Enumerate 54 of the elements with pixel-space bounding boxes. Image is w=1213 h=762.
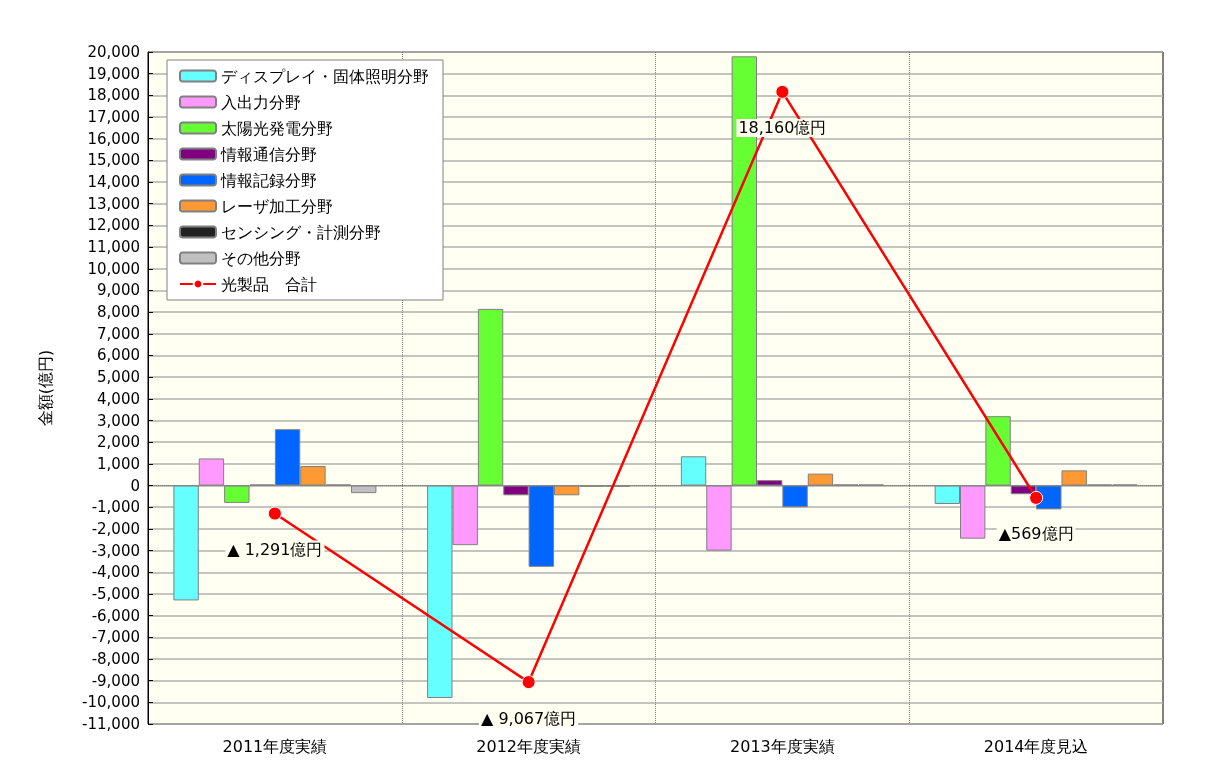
y-tick-label: 9,000 [97,281,140,300]
x-tick-label: 2011年度実績 [222,736,328,756]
y-tick-label: -9,000 [91,671,140,690]
legend-label: ディスプレイ・固体照明分野 [221,66,429,86]
y-tick-label: -5,000 [91,584,140,603]
y-tick-label: 19,000 [87,64,140,83]
y-tick-label: 1,000 [97,454,140,473]
y-tick-label: -3,000 [91,541,140,560]
y-tick-label: 5,000 [97,368,140,387]
y-axis-title: 金額(億円) [35,349,55,427]
annotation: ▲569億円 [998,524,1074,544]
legend-label: 入出力分野 [221,92,301,112]
y-tick-label: -7,000 [91,628,140,647]
y-tick-label: 14,000 [87,173,140,192]
y-tick-label: -4,000 [91,563,140,582]
y-tick-label: 11,000 [87,238,140,257]
y-tick-label: 16,000 [87,129,140,148]
y-tick-label: 8,000 [97,303,140,322]
y-tick-label: 20,000 [87,43,140,61]
y-tick-label: -6,000 [91,606,140,625]
annotation: 18,160億円 [738,118,827,138]
annotation: ▲ 1,291億円 [227,540,323,560]
legend-label: 情報通信分野 [220,144,317,164]
point [775,84,790,99]
point [267,506,282,521]
y-tick-label: 4,000 [97,389,140,408]
legend-label: 光製品 合計 [221,274,317,294]
legend-label: 情報記録分野 [220,170,317,190]
point [1029,490,1044,505]
x-tick-label: 2014年度見込 [983,736,1089,756]
y-tick-label: 12,000 [87,216,140,235]
y-tick-label: 0 [130,476,140,495]
y-tick-label: -2,000 [91,519,140,538]
x-tick-label: 2013年度実績 [730,736,835,756]
annotation: ▲ 9,067億円 [481,708,577,728]
y-tick-label: 17,000 [87,108,140,127]
y-tick-label: 6,000 [97,346,140,365]
y-tick-label: 15,000 [87,151,140,170]
legend-label: その他分野 [221,248,301,268]
y-tick-label: -8,000 [91,649,140,668]
y-tick-label: 13,000 [87,194,140,213]
y-tick-label: -10,000 [82,693,140,712]
y-tick-label: -1,000 [91,498,140,517]
legend-label: センシング・計測分野 [221,222,381,242]
point [521,675,536,690]
y-tick-label: 7,000 [97,324,140,343]
y-tick-label: 18,000 [87,86,140,105]
y-tick-label: 3,000 [97,411,140,430]
legend-label: レーザ加工分野 [221,196,333,216]
x-tick-label: 2012年度実績 [476,736,581,756]
y-tick-label: 10,000 [87,259,140,278]
y-tick-label: -11,000 [82,715,140,733]
legend-label: 太陽光発電分野 [221,118,333,138]
y-tick-label: 2,000 [97,433,140,452]
